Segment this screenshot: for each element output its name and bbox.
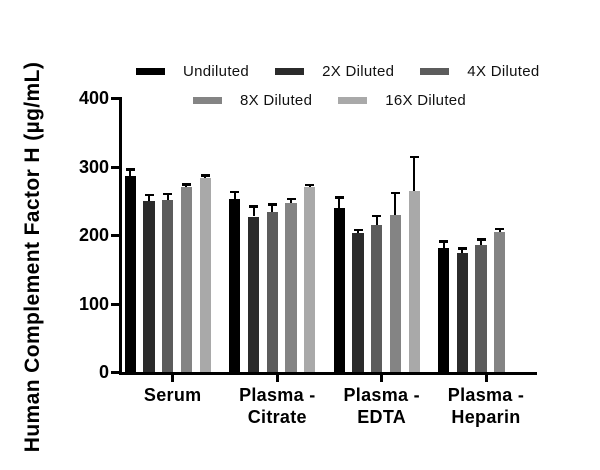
bar-plasma-citrate-2x-diluted (248, 216, 260, 372)
error-bar-stem (442, 241, 445, 248)
bar-serum-4x-diluted (162, 200, 174, 372)
x-axis-tick (484, 375, 488, 382)
bar-plasma-citrate-undiluted (229, 199, 241, 372)
error-bar-cap (163, 192, 173, 196)
legend-swatch-icon (193, 96, 222, 104)
legend-label: 4X Diluted (467, 62, 540, 80)
y-axis-tick-label: 100 (78, 293, 109, 314)
error-bar-stem (480, 239, 482, 245)
error-bar-cap (495, 227, 505, 231)
bar-serum-16x-diluted (199, 178, 211, 372)
legend-label: Undiluted (183, 62, 250, 80)
x-axis-category-label: Plasma - EDTA (343, 385, 420, 427)
error-bar-stem (357, 229, 359, 233)
x-axis-line (119, 372, 537, 375)
error-bar-cap (457, 247, 467, 250)
legend-swatch-icon (275, 67, 305, 75)
bar-plasma-heparin-4x-diluted (475, 244, 487, 372)
legend-label: 8X Diluted (240, 91, 313, 109)
error-bar-cap (125, 168, 135, 171)
x-axis-tick (171, 375, 175, 382)
legend-row: Undiluted 2X Diluted 4X Diluted (0, 60, 600, 82)
bar-plasma-citrate-4x-diluted (266, 211, 278, 372)
error-bar-stem (394, 192, 397, 216)
error-bar-stem (166, 193, 169, 201)
error-bar-stem (271, 204, 274, 212)
legend-item: 2X Diluted (275, 63, 394, 80)
error-bar-stem (461, 248, 464, 253)
bar-plasma-heparin-8x-diluted (494, 231, 506, 372)
error-bar-cap (200, 174, 210, 177)
bar-plasma-edta-2x-diluted (352, 232, 364, 372)
error-bar-cap (372, 214, 382, 218)
y-axis-tick-label: 300 (78, 156, 109, 177)
bar-plasma-citrate-8x-diluted (285, 202, 297, 372)
error-bar-cap (390, 191, 400, 195)
bar-plasma-edta-8x-diluted (389, 215, 401, 372)
legend-item: 4X Diluted (420, 63, 539, 80)
y-axis-title: Human Complement Factor H (µg/mL) (21, 61, 44, 453)
legend-item: 8X Diluted (193, 92, 312, 109)
bar-plasma-heparin-undiluted (438, 248, 450, 372)
error-bar-cap (267, 203, 277, 206)
legend-label: 16X Diluted (385, 91, 467, 109)
error-bar-stem (375, 215, 378, 225)
bar-plasma-edta-undiluted (333, 208, 345, 372)
y-axis-tick (111, 302, 119, 306)
error-bar-cap (144, 193, 154, 197)
y-axis-tick-label: 400 (78, 88, 109, 108)
x-axis-tick (380, 375, 384, 382)
x-axis-tick (275, 375, 279, 382)
error-bar-stem (413, 156, 416, 192)
legend-item: Undiluted (136, 63, 249, 80)
error-bar-cap (181, 183, 191, 186)
legend-swatch-icon (420, 67, 450, 75)
x-axis-category-label: Plasma - Heparin (447, 385, 525, 427)
y-axis-tick (111, 371, 119, 374)
legend-swatch-icon (136, 67, 165, 75)
y-axis-tick (111, 97, 119, 100)
error-bar-cap (230, 190, 240, 194)
error-bar-cap (409, 155, 419, 159)
error-bar-stem (148, 194, 150, 201)
error-bar-stem (338, 197, 341, 209)
error-bar-cap (286, 197, 296, 201)
x-axis-category-label: Plasma - Citrate (239, 385, 316, 427)
bar-plasma-citrate-16x-diluted (304, 187, 316, 372)
bar-plasma-heparin-2x-diluted (456, 252, 468, 372)
error-bar-cap (305, 183, 315, 187)
error-bar-cap (353, 228, 363, 232)
chart-legend: Undiluted 2X Diluted 4X Diluted 8X Diluted 1… (0, 60, 600, 111)
error-bar-cap (334, 196, 344, 199)
x-axis-category-label: Serum (143, 385, 202, 405)
error-bar-stem (252, 206, 255, 217)
legend-item: 16X Diluted (338, 92, 466, 109)
error-bar-cap (476, 238, 486, 241)
y-axis-tick-label: 200 (78, 225, 109, 245)
error-bar-stem (290, 198, 292, 203)
error-bar-stem (129, 169, 132, 177)
error-bar-cap (249, 205, 259, 208)
y-axis-tick (111, 234, 119, 237)
error-bar-stem (233, 191, 236, 200)
bar-serum-undiluted (124, 176, 136, 372)
bar-serum-2x-diluted (143, 200, 155, 372)
legend-row: 8X Diluted 16X Diluted (0, 89, 600, 111)
y-axis-line (119, 97, 122, 375)
y-axis-tick-label: 0 (98, 362, 109, 382)
bar-plasma-edta-16x-diluted (408, 191, 420, 372)
legend-swatch-icon (338, 96, 368, 104)
bar-serum-8x-diluted (180, 187, 192, 372)
legend-label: 2X Diluted (322, 62, 395, 80)
error-bar-cap (439, 240, 449, 243)
bar-plasma-edta-4x-diluted (371, 224, 383, 372)
y-axis-tick (111, 165, 119, 169)
